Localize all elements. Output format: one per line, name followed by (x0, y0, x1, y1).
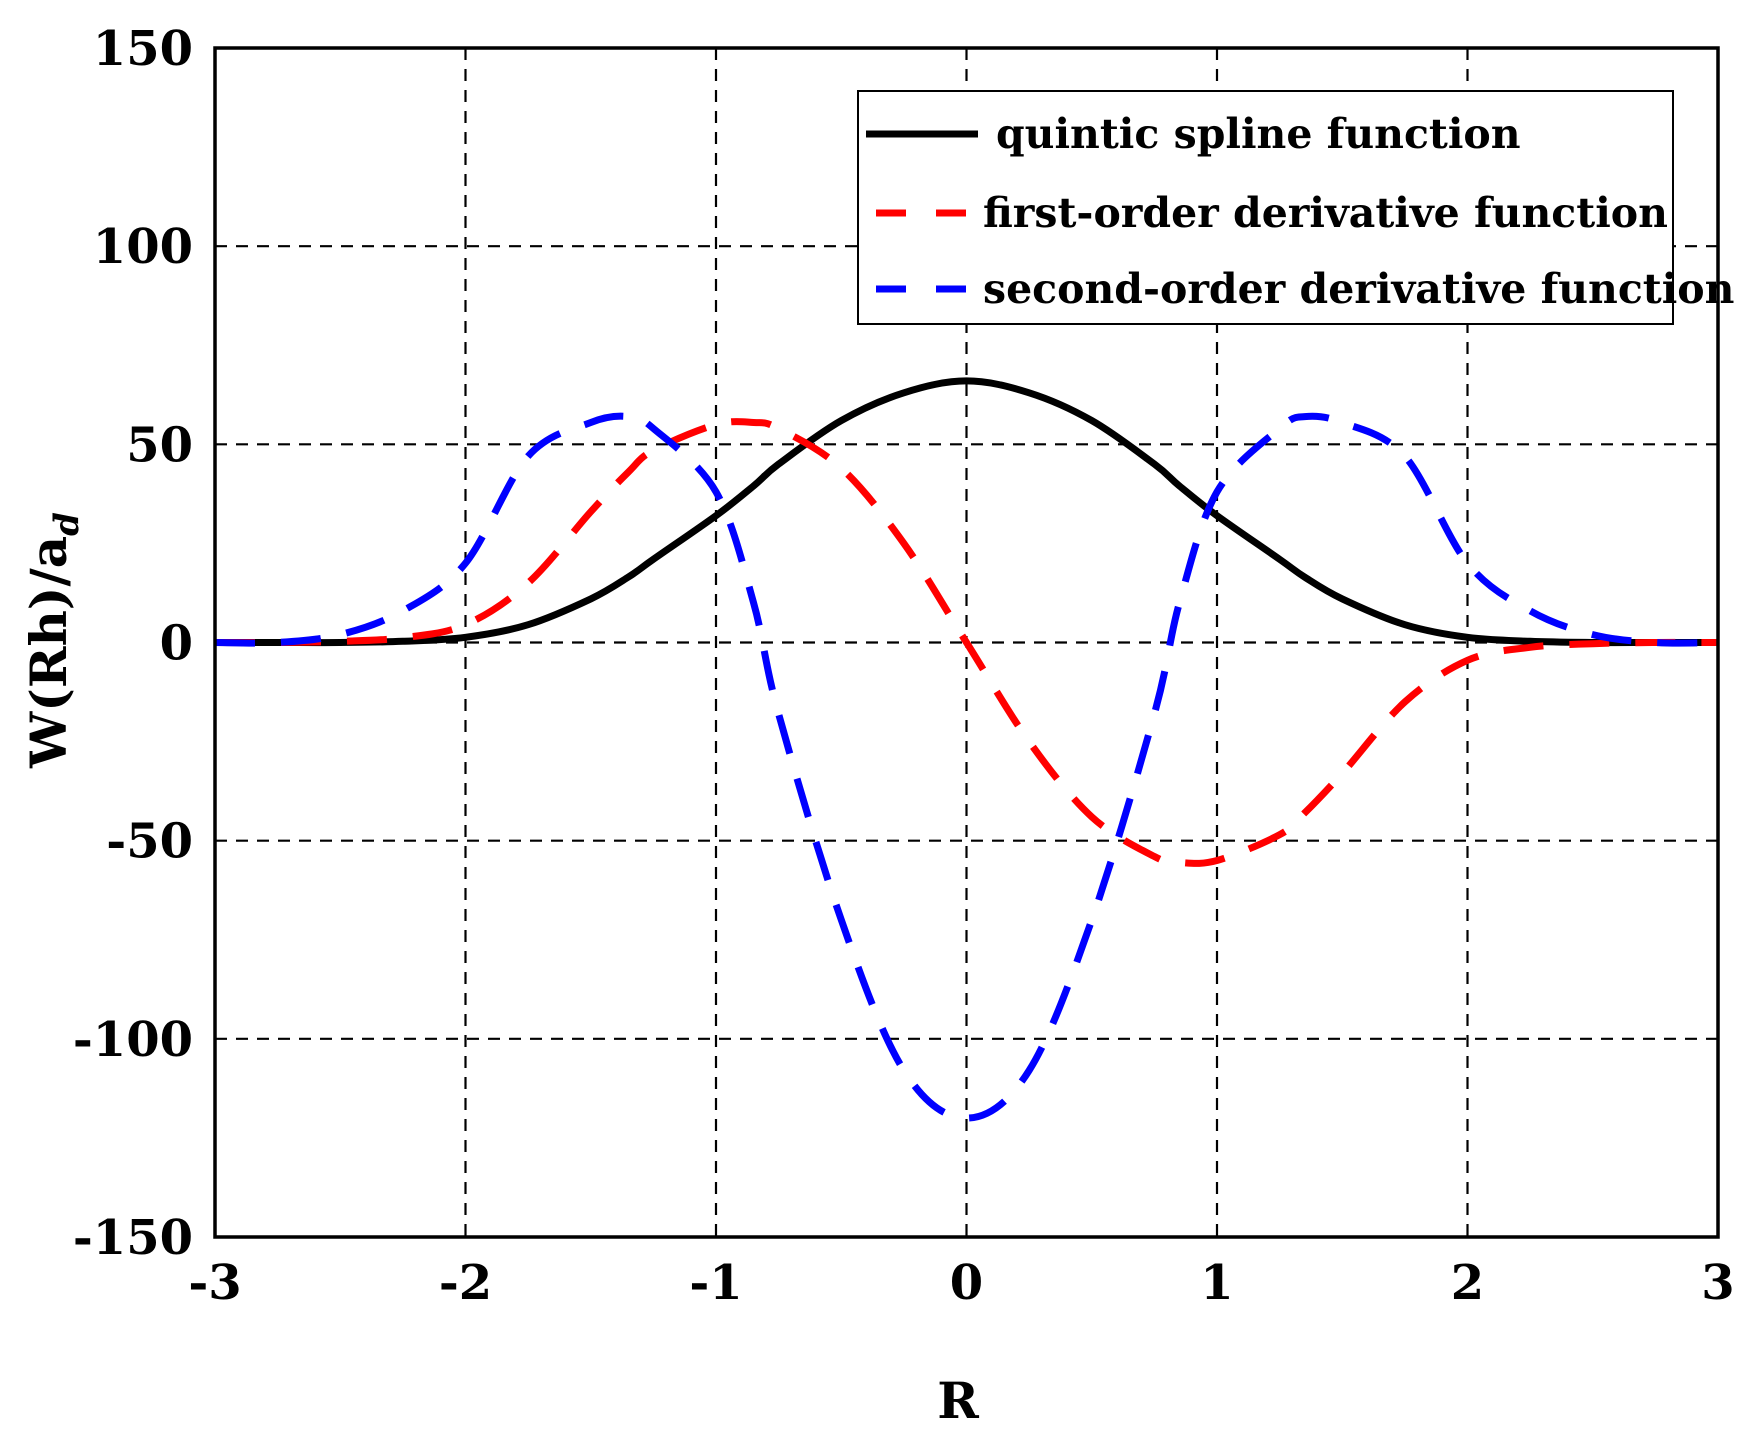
x-tick-label: 1 (1200, 1255, 1233, 1311)
series-lines (214, 377, 1719, 1122)
x-tick-label: 0 (950, 1255, 983, 1311)
x-tick-label: -3 (188, 1255, 241, 1311)
y-axis-title-subscript: d (47, 512, 87, 536)
legend-box (857, 90, 1674, 325)
y-tick-labels: -150 -100 -50 0 50 100 150 (73, 21, 193, 1266)
x-tick-labels: -3 -2 -1 0 1 2 3 (188, 1255, 1734, 1311)
y-axis-title: W(Rh)/ad (19, 512, 87, 769)
y-axis-title-part-3: a (19, 536, 78, 568)
plot-area-frame (213, 46, 1720, 1239)
series-first-order-derivative-line (214, 418, 1719, 867)
series-quintic-spline-legend-label: quintic spline function (996, 110, 1521, 158)
series-quintic-spline-line (214, 377, 1718, 647)
y-tick-label: 50 (126, 417, 193, 473)
x-tick-label: -2 (439, 1255, 492, 1311)
y-tick-label: 150 (93, 21, 193, 77)
y-tick-label: -150 (73, 1210, 193, 1266)
x-axis-title: R (937, 1371, 979, 1430)
legend: quintic spline function first-order deriv… (857, 90, 1734, 325)
series-second-order-derivative-legend-label: second-order derivative function (983, 265, 1734, 313)
y-tick-label: 0 (160, 616, 193, 672)
x-tick-label: -1 (689, 1255, 742, 1311)
y-tick-label: -100 (73, 1012, 193, 1068)
series-second-order-derivative-line (214, 412, 1719, 1122)
series-first-order-derivative-legend-label: first-order derivative function (983, 189, 1668, 237)
svg-text:W(Rh)/ad: W(Rh)/ad (19, 512, 87, 769)
y-tick-label: 100 (93, 219, 193, 275)
y-tick-label: -50 (106, 814, 193, 870)
y-axis-title-part-2: h)/ (19, 568, 78, 647)
x-tick-label: 3 (1701, 1255, 1734, 1311)
y-axis-title-part-1: W(R (19, 646, 78, 769)
x-tick-label: 2 (1451, 1255, 1484, 1311)
